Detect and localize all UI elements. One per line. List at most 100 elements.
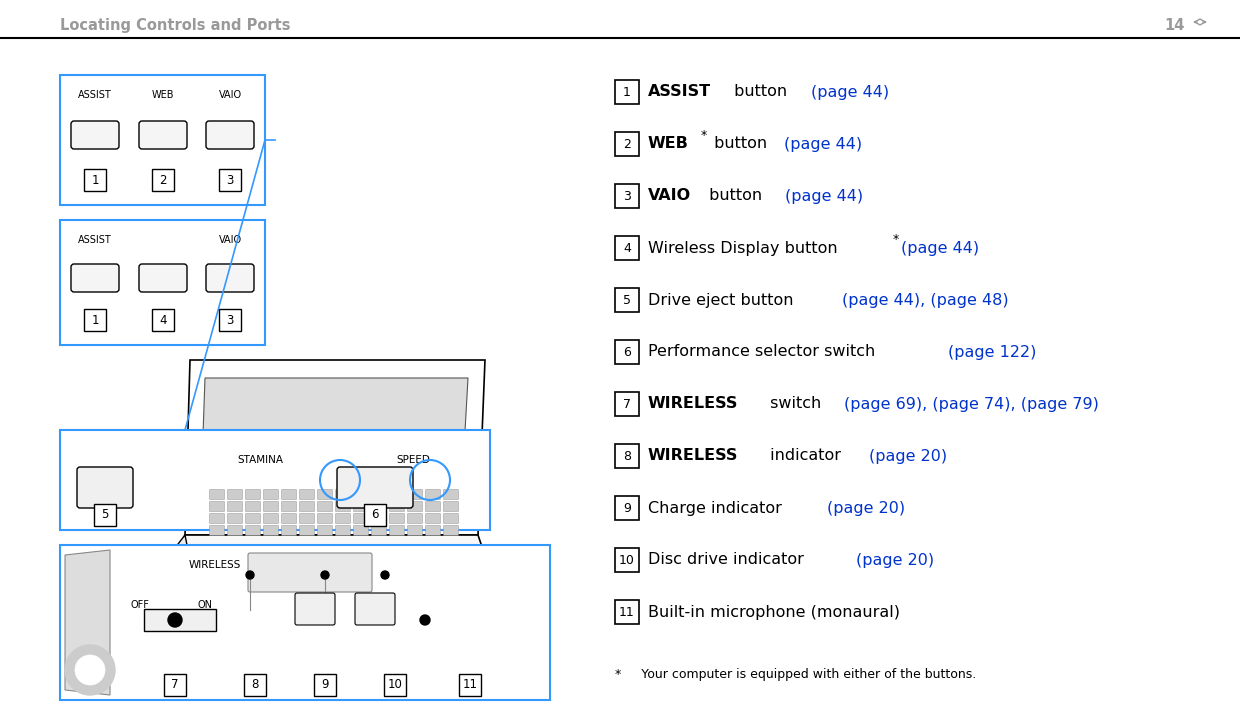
FancyBboxPatch shape	[300, 502, 315, 511]
Text: 8: 8	[622, 450, 631, 463]
Text: button: button	[703, 188, 766, 203]
Text: (page 122): (page 122)	[947, 345, 1037, 360]
Text: WEB: WEB	[649, 137, 689, 151]
FancyBboxPatch shape	[444, 513, 459, 523]
Text: (page 44), (page 48): (page 44), (page 48)	[842, 292, 1009, 308]
FancyBboxPatch shape	[281, 513, 296, 523]
FancyBboxPatch shape	[71, 264, 119, 292]
FancyBboxPatch shape	[389, 513, 404, 523]
FancyBboxPatch shape	[281, 526, 296, 536]
FancyBboxPatch shape	[139, 121, 187, 149]
FancyBboxPatch shape	[425, 489, 440, 500]
Text: (page 44): (page 44)	[784, 137, 862, 151]
FancyBboxPatch shape	[94, 504, 117, 526]
FancyBboxPatch shape	[246, 513, 260, 523]
Text: Disc drive indicator: Disc drive indicator	[649, 552, 808, 568]
FancyBboxPatch shape	[372, 526, 387, 536]
FancyBboxPatch shape	[615, 444, 639, 468]
Text: 14: 14	[1164, 18, 1185, 33]
FancyBboxPatch shape	[353, 513, 368, 523]
FancyBboxPatch shape	[246, 502, 260, 511]
FancyBboxPatch shape	[615, 132, 639, 156]
FancyBboxPatch shape	[314, 674, 336, 696]
Polygon shape	[64, 550, 110, 695]
FancyBboxPatch shape	[227, 502, 243, 511]
FancyBboxPatch shape	[210, 502, 224, 511]
Text: 3: 3	[227, 174, 233, 187]
Text: (page 44): (page 44)	[811, 85, 889, 99]
FancyBboxPatch shape	[425, 513, 440, 523]
FancyBboxPatch shape	[206, 264, 254, 292]
FancyBboxPatch shape	[219, 169, 241, 191]
FancyBboxPatch shape	[353, 502, 368, 511]
FancyBboxPatch shape	[615, 392, 639, 416]
FancyBboxPatch shape	[615, 548, 639, 572]
FancyBboxPatch shape	[84, 169, 105, 191]
Text: 1: 1	[622, 85, 631, 98]
FancyBboxPatch shape	[389, 526, 404, 536]
Text: ASSIST: ASSIST	[78, 235, 112, 245]
FancyBboxPatch shape	[444, 502, 459, 511]
FancyBboxPatch shape	[246, 489, 260, 500]
Text: 1: 1	[92, 313, 99, 327]
FancyBboxPatch shape	[77, 467, 133, 508]
Text: (page 20): (page 20)	[827, 500, 905, 515]
FancyBboxPatch shape	[144, 609, 216, 631]
Text: VAIO: VAIO	[649, 188, 691, 203]
FancyBboxPatch shape	[71, 121, 119, 149]
FancyBboxPatch shape	[459, 674, 481, 696]
FancyBboxPatch shape	[295, 593, 335, 625]
FancyBboxPatch shape	[60, 220, 265, 345]
FancyBboxPatch shape	[389, 489, 404, 500]
Text: VAIO: VAIO	[218, 235, 242, 245]
Text: WIRELESS: WIRELESS	[649, 448, 738, 463]
FancyBboxPatch shape	[246, 526, 260, 536]
FancyBboxPatch shape	[444, 489, 459, 500]
FancyBboxPatch shape	[317, 513, 332, 523]
FancyBboxPatch shape	[425, 526, 440, 536]
FancyBboxPatch shape	[227, 489, 243, 500]
FancyBboxPatch shape	[317, 489, 332, 500]
Polygon shape	[200, 378, 467, 520]
Text: 2: 2	[159, 174, 166, 187]
Text: (page 20): (page 20)	[856, 552, 934, 568]
FancyBboxPatch shape	[281, 489, 296, 500]
Text: 10: 10	[619, 554, 635, 566]
FancyBboxPatch shape	[139, 264, 187, 292]
Circle shape	[64, 645, 115, 695]
Text: Performance selector switch: Performance selector switch	[649, 345, 880, 360]
Circle shape	[167, 613, 182, 627]
FancyBboxPatch shape	[372, 489, 387, 500]
Text: 7: 7	[171, 678, 179, 691]
FancyBboxPatch shape	[615, 288, 639, 312]
FancyBboxPatch shape	[210, 526, 224, 536]
FancyBboxPatch shape	[408, 526, 423, 536]
Text: 9: 9	[622, 502, 631, 515]
Text: (page 44): (page 44)	[900, 240, 978, 256]
Text: 11: 11	[463, 678, 477, 691]
FancyBboxPatch shape	[353, 489, 368, 500]
FancyBboxPatch shape	[263, 526, 279, 536]
Text: Drive eject button: Drive eject button	[649, 292, 799, 308]
FancyBboxPatch shape	[263, 489, 279, 500]
Text: Built-in microphone (monaural): Built-in microphone (monaural)	[649, 605, 900, 620]
Text: (page 44): (page 44)	[785, 188, 863, 203]
Text: STAMINA: STAMINA	[237, 455, 283, 465]
Text: (page 69), (page 74), (page 79): (page 69), (page 74), (page 79)	[843, 397, 1099, 411]
FancyBboxPatch shape	[206, 121, 254, 149]
FancyBboxPatch shape	[336, 526, 351, 536]
Text: *: *	[701, 130, 707, 143]
Text: 6: 6	[371, 508, 378, 521]
FancyBboxPatch shape	[60, 75, 265, 205]
Text: VAIO: VAIO	[218, 90, 242, 100]
FancyBboxPatch shape	[281, 502, 296, 511]
FancyBboxPatch shape	[300, 526, 315, 536]
FancyBboxPatch shape	[615, 236, 639, 260]
FancyBboxPatch shape	[317, 526, 332, 536]
FancyBboxPatch shape	[365, 504, 386, 526]
Text: ⌷: ⌷	[159, 272, 166, 285]
Text: WIRELESS: WIRELESS	[188, 560, 242, 570]
FancyBboxPatch shape	[408, 502, 423, 511]
FancyBboxPatch shape	[336, 502, 351, 511]
Circle shape	[420, 615, 430, 625]
